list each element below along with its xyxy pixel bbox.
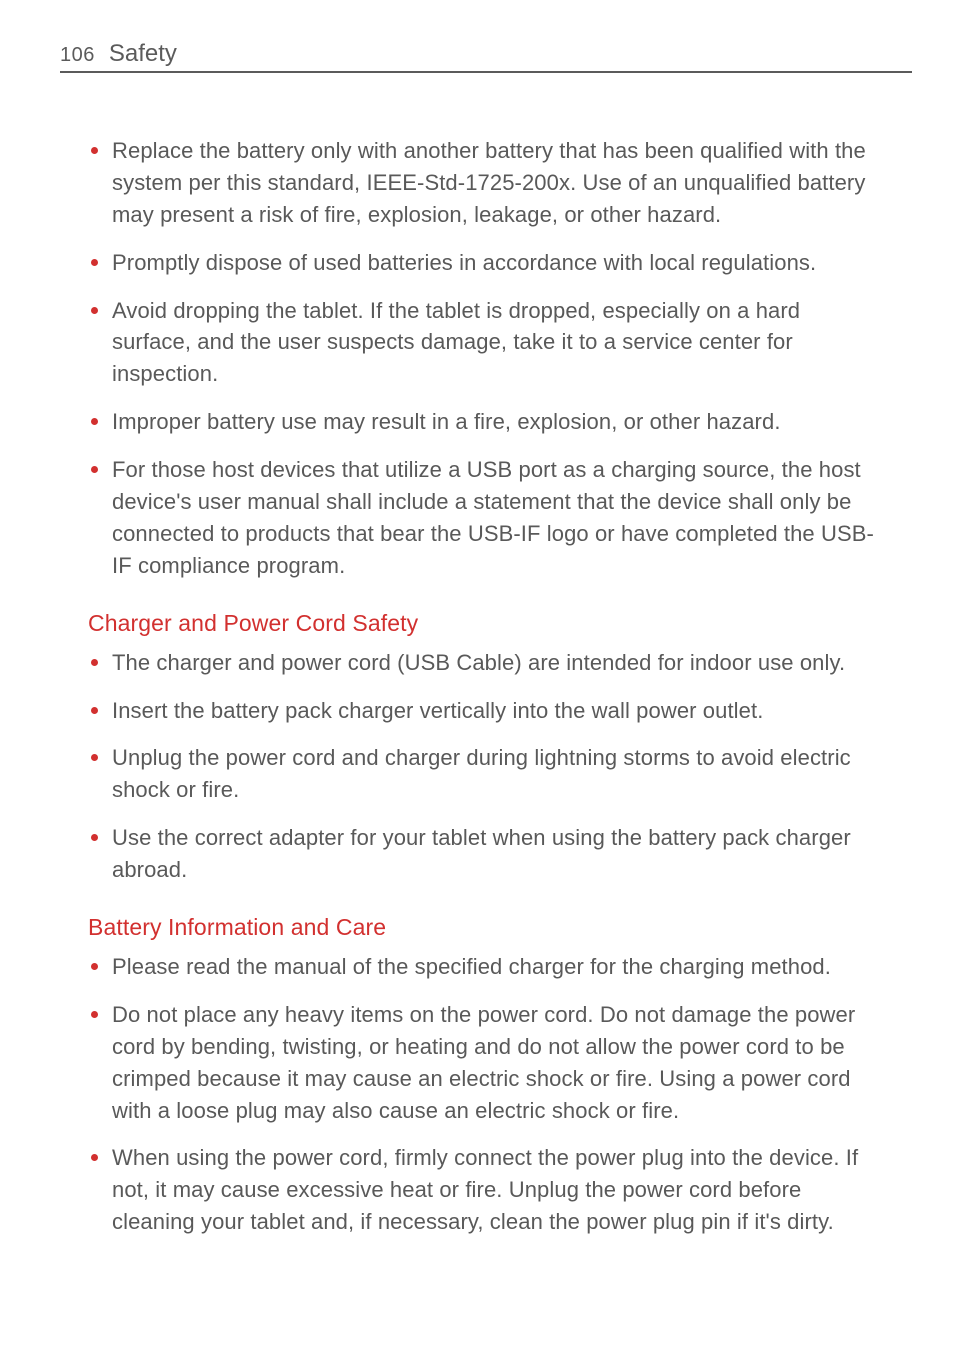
bullet-list-1: The charger and power cord (USB Cable) a…	[88, 647, 874, 886]
list-item: Use the correct adapter for your tablet …	[88, 822, 874, 886]
bullet-list-0: Replace the battery only with another ba…	[88, 135, 874, 582]
list-item: The charger and power cord (USB Cable) a…	[88, 647, 874, 679]
page-number: 106	[60, 44, 95, 67]
header-title: Safety	[109, 40, 177, 68]
list-item: Replace the battery only with another ba…	[88, 135, 874, 231]
page-header: 106 Safety	[60, 40, 912, 73]
list-item: Do not place any heavy items on the powe…	[88, 999, 874, 1127]
list-item: Improper battery use may result in a fir…	[88, 406, 874, 438]
list-item: Insert the battery pack charger vertical…	[88, 695, 874, 727]
list-item: Promptly dispose of used batteries in ac…	[88, 247, 874, 279]
list-item: When using the power cord, firmly connec…	[88, 1142, 874, 1238]
list-item: Avoid dropping the tablet. If the tablet…	[88, 295, 874, 391]
list-item: Please read the manual of the specified …	[88, 951, 874, 983]
page-content: Replace the battery only with another ba…	[60, 135, 894, 1238]
list-item: For those host devices that utilize a US…	[88, 454, 874, 582]
list-item: Unplug the power cord and charger during…	[88, 742, 874, 806]
bullet-list-2: Please read the manual of the specified …	[88, 951, 874, 1238]
section-heading-charger: Charger and Power Cord Safety	[88, 610, 874, 637]
section-heading-battery: Battery Information and Care	[88, 914, 874, 941]
